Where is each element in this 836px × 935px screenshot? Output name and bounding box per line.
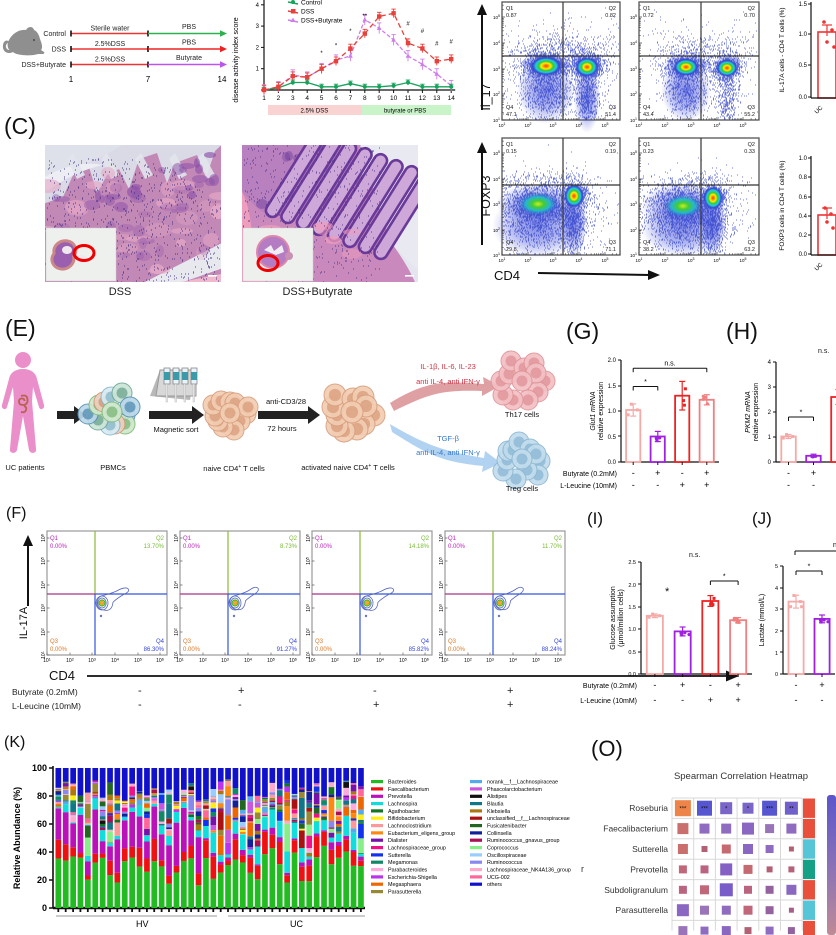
svg-text:Prevotella: Prevotella <box>630 864 668 874</box>
svg-text:r: r <box>581 864 584 874</box>
svg-text:Spearman Correlation Heatmap: Spearman Correlation Heatmap <box>674 771 808 782</box>
svg-text:Sutterella: Sutterella <box>632 844 668 854</box>
svg-text:Faecalibacterium: Faecalibacterium <box>603 824 668 834</box>
svg-text:***: *** <box>701 807 709 813</box>
svg-text:**: ** <box>789 807 794 813</box>
svg-text:Parasutterella: Parasutterella <box>616 905 669 915</box>
svg-text:Roseburia: Roseburia <box>629 803 668 813</box>
svg-text:***: *** <box>766 807 774 813</box>
svg-text:Subdoligranulum: Subdoligranulum <box>604 885 668 895</box>
svg-text:***: *** <box>679 807 687 813</box>
